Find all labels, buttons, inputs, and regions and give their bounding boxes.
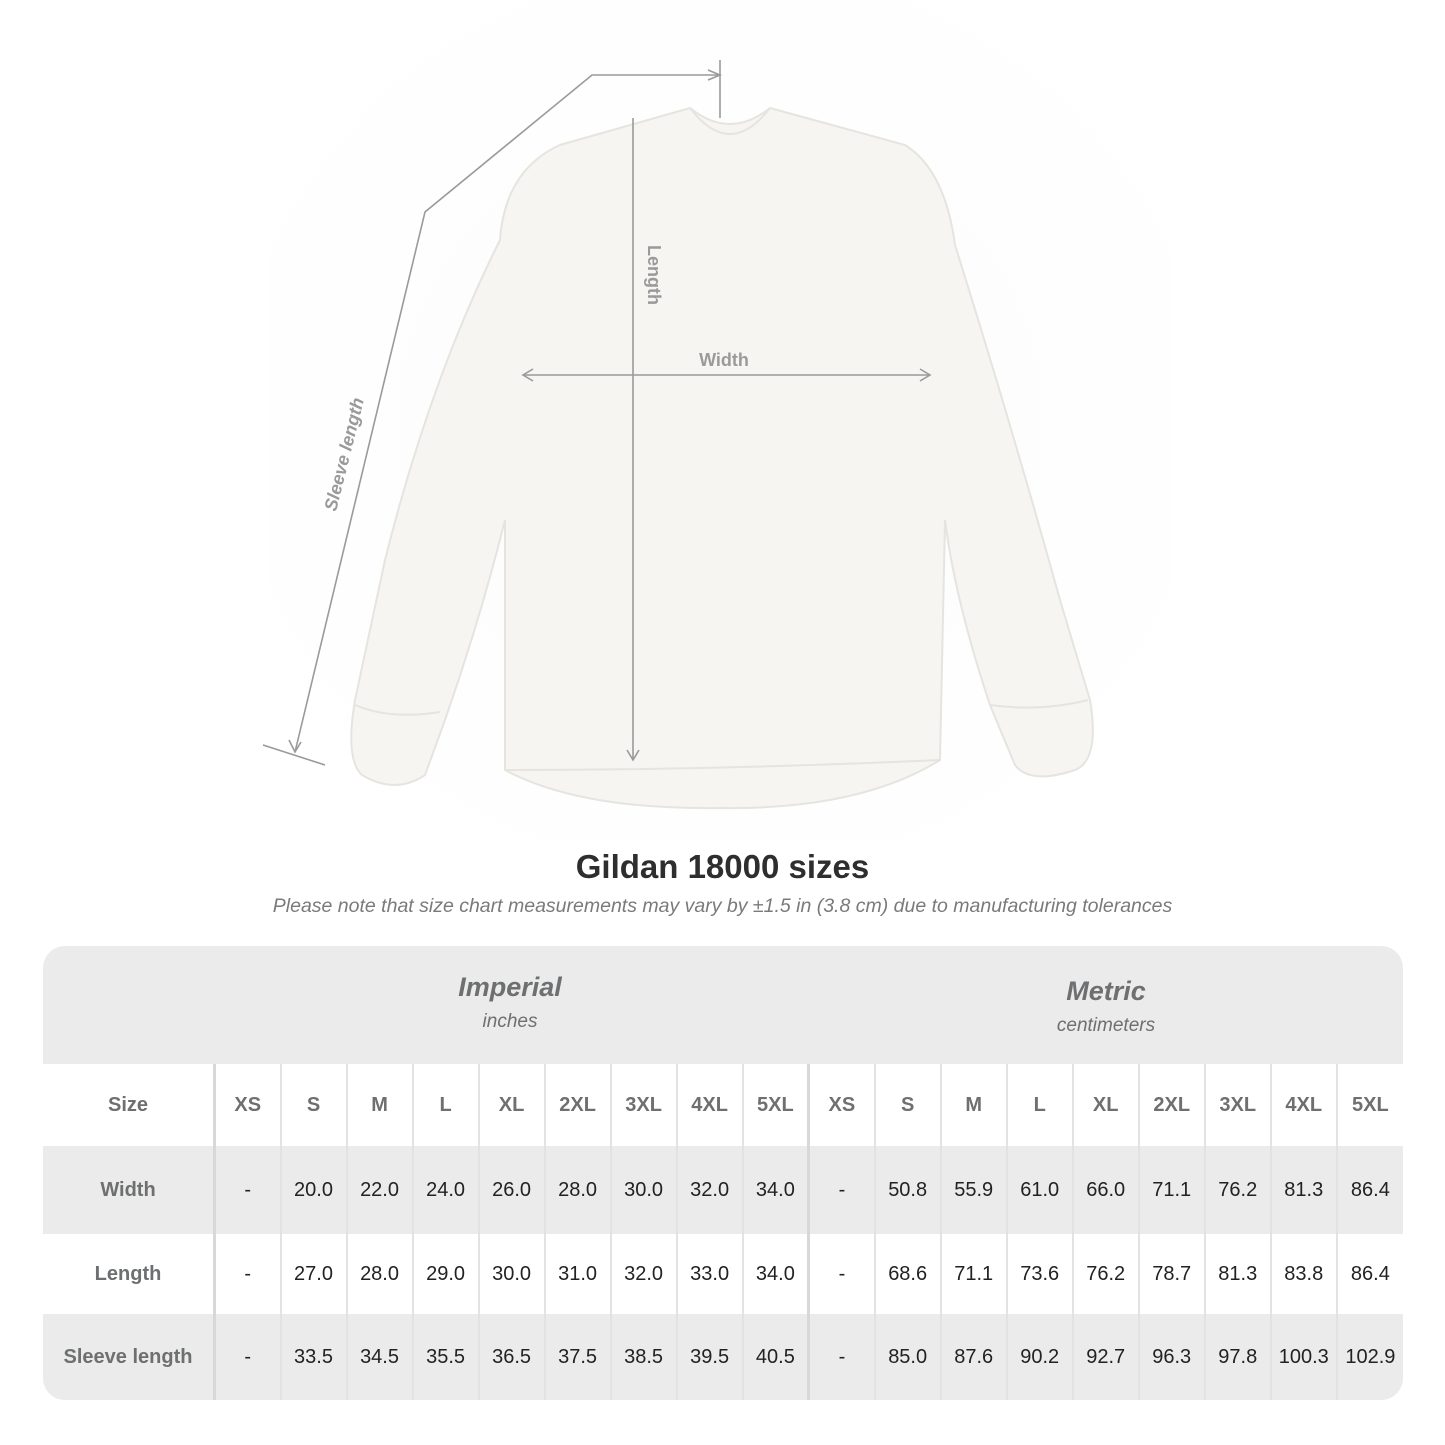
size-header-row: Size XS S M L XL 2XL 3XL 4XL 5XL XS S M L XL 2XL 3XL 4XL 5…: [43, 1064, 1403, 1146]
metric-value: 97.8: [1203, 1314, 1271, 1400]
imperial-value: -: [213, 1234, 281, 1314]
imperial-value: 40.5: [741, 1314, 809, 1400]
metric-value: 81.3: [1269, 1146, 1337, 1234]
imperial-value: 32.0: [609, 1234, 677, 1314]
imperial-label: Imperial: [458, 972, 562, 1002]
metric-value: 76.2: [1071, 1234, 1139, 1314]
imperial-size-xs: XS: [213, 1064, 281, 1146]
imperial-size-m: M: [345, 1064, 413, 1146]
imperial-size-5xl: 5XL: [741, 1064, 809, 1146]
metric-value: 68.6: [873, 1234, 941, 1314]
imperial-value: 20.0: [279, 1146, 347, 1234]
imperial-value: 39.5: [675, 1314, 743, 1400]
imperial-value: 33.0: [675, 1234, 743, 1314]
sweatshirt: [350, 106, 1094, 810]
metric-value: 71.1: [939, 1234, 1007, 1314]
imperial-value: 34.5: [345, 1314, 413, 1400]
metric-size-s: S: [873, 1064, 941, 1146]
metric-value: 96.3: [1137, 1314, 1205, 1400]
imperial-value: 34.0: [741, 1146, 809, 1234]
measurement-lines: [262, 60, 932, 766]
sleeve-end-tick: [262, 744, 326, 766]
imperial-value: 37.5: [543, 1314, 611, 1400]
metric-value: 100.3: [1269, 1314, 1337, 1400]
metric-value: 92.7: [1071, 1314, 1139, 1400]
imperial-value: 24.0: [411, 1146, 479, 1234]
imperial-value: 36.5: [477, 1314, 545, 1400]
metric-value: -: [807, 1146, 875, 1234]
row-label: Sleeve length: [43, 1314, 216, 1400]
imperial-value: 30.0: [477, 1234, 545, 1314]
imperial-size-3xl: 3XL: [609, 1064, 677, 1146]
table-row: Width -20.0 22.0 24.0 26.0 28.0 30.0 32.0 34.0-5…: [43, 1146, 1403, 1234]
metric-value: 90.2: [1005, 1314, 1073, 1400]
length-label: Length: [644, 245, 664, 305]
metric-size-m: M: [939, 1064, 1007, 1146]
imperial-value: 22.0: [345, 1146, 413, 1234]
metric-size-2xl: 2XL: [1137, 1064, 1205, 1146]
metric-value: 86.4: [1335, 1234, 1403, 1314]
imperial-size-l: L: [411, 1064, 479, 1146]
table-row: Sleeve length -33.5 34.5 35.5 36.5 37.5 38.5 39…: [43, 1314, 1403, 1400]
imperial-value: 29.0: [411, 1234, 479, 1314]
imperial-value: 30.0: [609, 1146, 677, 1234]
row-label: Width: [43, 1146, 216, 1234]
metric-value: 50.8: [873, 1146, 941, 1234]
size-table: Imperial inches Metric centimeters Size X…: [43, 946, 1403, 1400]
row-label: Length: [43, 1234, 216, 1314]
metric-label: Metric: [1066, 976, 1146, 1006]
imperial-value: 28.0: [543, 1146, 611, 1234]
imperial-value: 27.0: [279, 1234, 347, 1314]
imperial-value: 38.5: [609, 1314, 677, 1400]
metric-value: 102.9: [1335, 1314, 1403, 1400]
sweatshirt-illustration: Length Width Sleeve length: [262, 0, 1170, 840]
sleeve-length-line: [294, 74, 720, 753]
metric-header: Metric centimeters: [809, 946, 1403, 1064]
metric-value: 81.3: [1203, 1234, 1271, 1314]
imperial-value: 34.0: [741, 1234, 809, 1314]
imperial-size-s: S: [279, 1064, 347, 1146]
metric-size-3xl: 3XL: [1203, 1064, 1271, 1146]
imperial-header: Imperial inches: [213, 946, 807, 1064]
metric-value: 73.6: [1005, 1234, 1073, 1314]
metric-size-xs: XS: [807, 1064, 875, 1146]
imperial-size-4xl: 4XL: [675, 1064, 743, 1146]
metric-value: 61.0: [1005, 1146, 1073, 1234]
size-grid: Size XS S M L XL 2XL 3XL 4XL 5XL XS S M L XL 2XL 3XL 4XL 5…: [43, 1064, 1403, 1400]
table-row: Length -27.0 28.0 29.0 30.0 31.0 32.0 33.0 34.0-…: [43, 1234, 1403, 1314]
metric-value: 55.9: [939, 1146, 1007, 1234]
imperial-value: 26.0: [477, 1146, 545, 1234]
metric-size-5xl: 5XL: [1335, 1064, 1403, 1146]
metric-value: 76.2: [1203, 1146, 1271, 1234]
metric-value: 78.7: [1137, 1234, 1205, 1314]
metric-size-4xl: 4XL: [1269, 1064, 1337, 1146]
imperial-value: 32.0: [675, 1146, 743, 1234]
metric-value: 85.0: [873, 1314, 941, 1400]
metric-value: 83.8: [1269, 1234, 1337, 1314]
imperial-unit: inches: [482, 1011, 538, 1032]
width-label: Width: [699, 350, 749, 370]
tolerance-note: Please note that size chart measurements…: [272, 895, 1173, 917]
imperial-value: -: [213, 1146, 281, 1234]
metric-value: -: [807, 1314, 875, 1400]
metric-value: 71.1: [1137, 1146, 1205, 1234]
metric-size-l: L: [1005, 1064, 1073, 1146]
size-label: Size: [43, 1064, 216, 1146]
imperial-value: 35.5: [411, 1314, 479, 1400]
metric-value: -: [807, 1234, 875, 1314]
metric-unit: centimeters: [1056, 1015, 1156, 1036]
metric-size-xl: XL: [1071, 1064, 1139, 1146]
imperial-size-2xl: 2XL: [543, 1064, 611, 1146]
imperial-value: 28.0: [345, 1234, 413, 1314]
page-title: Gildan 18000 sizes: [575, 848, 870, 885]
imperial-value: 33.5: [279, 1314, 347, 1400]
metric-value: 86.4: [1335, 1146, 1403, 1234]
metric-value: 87.6: [939, 1314, 1007, 1400]
imperial-value: 31.0: [543, 1234, 611, 1314]
imperial-value: -: [213, 1314, 281, 1400]
metric-value: 66.0: [1071, 1146, 1139, 1234]
imperial-size-xl: XL: [477, 1064, 545, 1146]
